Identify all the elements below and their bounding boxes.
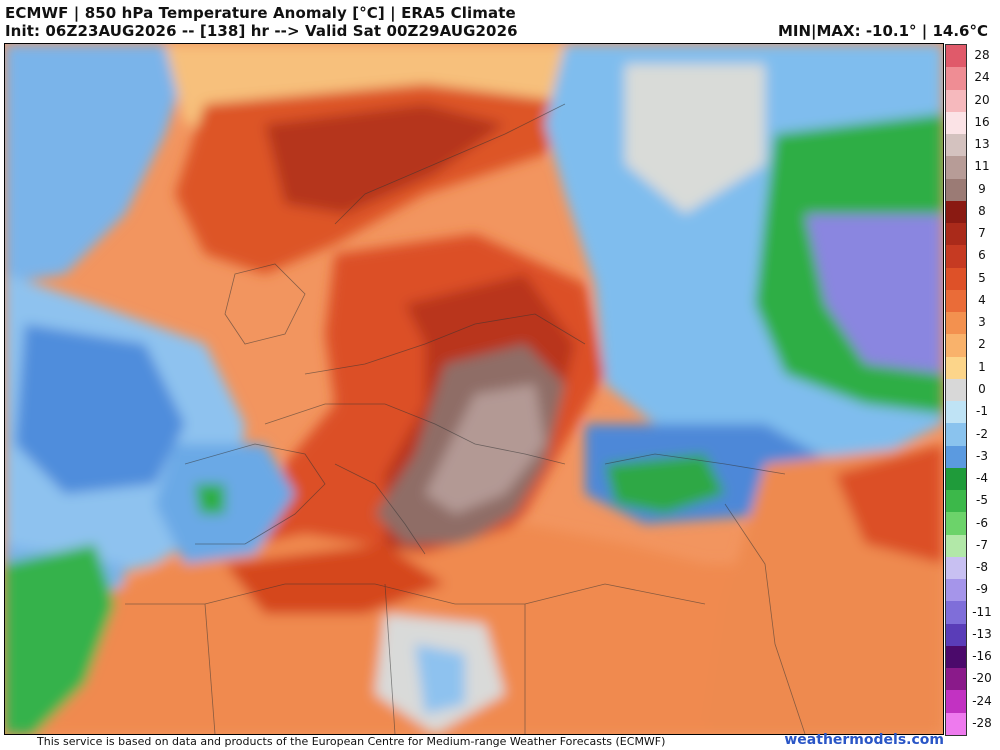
colorbar-label: 9 xyxy=(978,181,986,196)
init-valid-time: Init: 06Z23AUG2026 -- [138] hr --> Valid… xyxy=(5,22,518,40)
sahara-cool-patch xyxy=(415,644,465,714)
colorbar-label: 3 xyxy=(978,315,986,330)
colorbar-label: 20 xyxy=(974,92,990,107)
colorbar-swatch xyxy=(946,67,966,90)
colorbar-swatch xyxy=(946,89,966,113)
colorbar-label: -4 xyxy=(976,471,988,486)
north-atlantic-cool-area xyxy=(5,44,195,284)
colorbar-swatch xyxy=(946,356,966,380)
colorbar-label: -5 xyxy=(976,493,988,508)
colorbar-label: 28 xyxy=(974,48,990,63)
colorbar-swatch xyxy=(946,690,966,714)
colorbar xyxy=(945,44,967,736)
colorbar-label: 8 xyxy=(978,203,986,218)
colorbar-label: -2 xyxy=(976,426,988,441)
colorbar-swatch xyxy=(946,645,966,669)
colorbar-swatch xyxy=(946,401,966,424)
colorbar-label: 16 xyxy=(974,114,990,129)
colorbar-label: -28 xyxy=(972,715,992,730)
colorbar-swatch xyxy=(946,534,966,558)
colorbar-swatch xyxy=(946,623,966,647)
colorbar-swatch xyxy=(946,712,966,736)
norwegian-sea-hot-core xyxy=(265,104,505,214)
colorbar-swatch xyxy=(946,334,966,358)
colorbar-label: 13 xyxy=(974,137,990,152)
brand-link[interactable]: weathermodels.com xyxy=(784,732,944,748)
colorbar-label: -6 xyxy=(976,515,988,530)
colorbar-swatch xyxy=(946,111,966,135)
border-lines xyxy=(125,103,806,734)
colorbar-label: -8 xyxy=(976,560,988,575)
colorbar-label: -13 xyxy=(972,626,992,641)
southwest-cold-anomaly xyxy=(5,544,115,734)
colorbar-label: 1 xyxy=(978,359,986,374)
anatolia-cold-anomaly xyxy=(605,454,725,514)
colorbar-swatch xyxy=(946,245,966,269)
colorbar-label: 6 xyxy=(978,248,986,263)
colorbar-label: -24 xyxy=(972,693,992,708)
colorbar-swatch xyxy=(946,423,966,447)
colorbar-swatch xyxy=(946,601,966,625)
colorbar-swatch xyxy=(946,668,966,691)
extreme-heat-center xyxy=(425,384,545,514)
saharan-hot-band xyxy=(225,544,445,614)
temperature-anomaly-map[interactable] xyxy=(4,43,944,735)
colorbar-swatch xyxy=(946,200,966,224)
colorbar-label: 0 xyxy=(978,382,986,396)
colorbar-swatch xyxy=(946,267,966,291)
colorbar-label: 2 xyxy=(978,337,986,352)
colorbar-label: -7 xyxy=(976,537,988,552)
colorbar-label: -9 xyxy=(976,582,988,597)
colorbar-label: -1 xyxy=(976,404,988,419)
colorbar-swatch xyxy=(946,490,966,513)
colorbar-labels: 28 24 20 16 13 11 9 8 7 6 5 4 3 2 1 0 -1 -2 -3 -4 -5 -6 -7 -8 -9… xyxy=(966,44,1000,734)
colorbar-swatch xyxy=(946,579,966,602)
map-title: ECMWF | 850 hPa Temperature Anomaly [°C]… xyxy=(5,4,516,22)
colorbar-swatch xyxy=(946,45,966,68)
colorbar-swatch xyxy=(946,289,966,313)
colorbar-label: 7 xyxy=(978,226,986,241)
colorbar-label: -20 xyxy=(972,671,992,686)
atlantic-cold-core xyxy=(15,324,185,494)
iberia-cold-spot xyxy=(195,484,225,514)
colorbar-swatch xyxy=(946,378,966,402)
colorbar-swatch xyxy=(946,312,966,335)
colorbar-label: -3 xyxy=(976,448,988,463)
map-canvas xyxy=(5,44,943,734)
colorbar-swatch xyxy=(946,134,966,157)
colorbar-label: 5 xyxy=(978,270,986,285)
arctic-neutral-patch xyxy=(625,64,765,214)
russia-cold-core xyxy=(805,214,943,374)
colorbar-label: 4 xyxy=(978,292,986,307)
colorbar-label: 11 xyxy=(974,159,990,174)
min-max-readout: MIN|MAX: -10.1° | 14.6°C xyxy=(777,22,988,40)
colorbar-swatch xyxy=(946,156,966,180)
colorbar-label: -11 xyxy=(972,604,992,619)
colorbar-swatch xyxy=(946,512,966,536)
colorbar-swatch xyxy=(946,556,966,580)
colorbar-label: -16 xyxy=(972,649,992,664)
colorbar-swatch xyxy=(946,178,966,202)
colorbar-swatch xyxy=(946,445,966,469)
colorbar-swatch xyxy=(946,223,966,246)
colorbar-swatch xyxy=(946,467,966,491)
colorbar-label: 24 xyxy=(974,70,990,85)
iraq-hot-area xyxy=(835,444,943,564)
attribution-text: This service is based on data and produc… xyxy=(37,735,666,748)
